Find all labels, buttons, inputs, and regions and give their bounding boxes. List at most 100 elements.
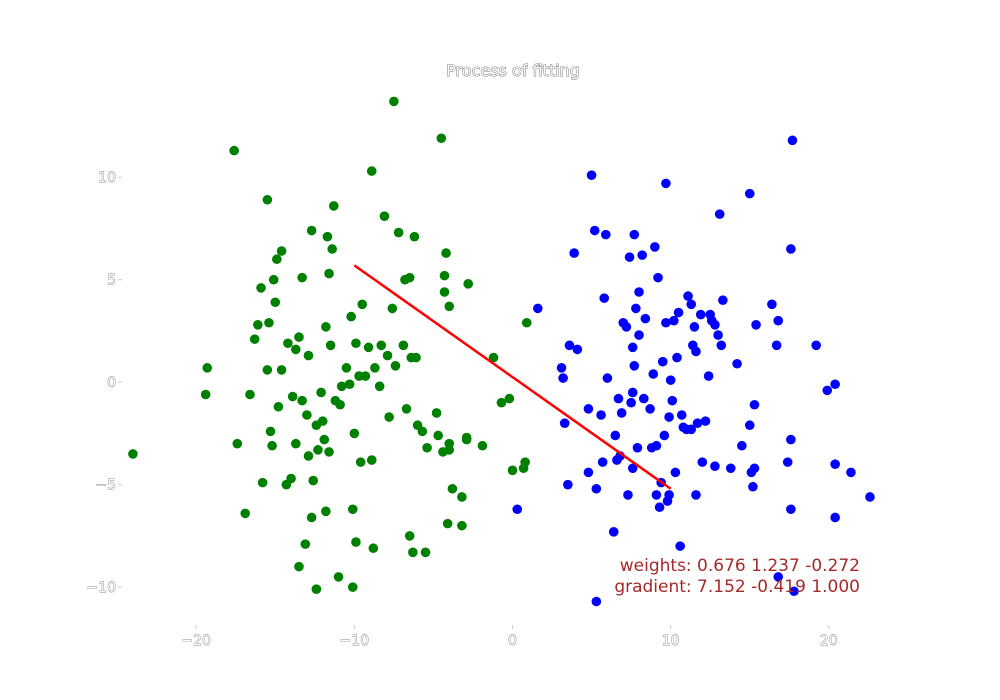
data-point <box>420 547 431 558</box>
data-point <box>368 543 379 554</box>
data-point <box>363 342 374 353</box>
data-point <box>411 352 421 363</box>
data-point <box>657 356 668 367</box>
data-point <box>507 465 518 476</box>
data-point <box>398 340 409 351</box>
data-point <box>351 338 361 349</box>
data-point <box>401 404 412 414</box>
data-point <box>272 254 282 265</box>
data-point <box>786 504 796 515</box>
data-point <box>389 96 399 107</box>
data-point <box>300 539 311 549</box>
data-point <box>457 520 467 531</box>
data-point <box>695 309 706 320</box>
data-point <box>558 373 568 383</box>
data-point <box>267 440 277 451</box>
data-point <box>822 385 833 396</box>
data-point <box>716 340 727 351</box>
x-tick-label: 20 <box>820 633 838 649</box>
data-point <box>376 340 387 351</box>
data-point <box>341 363 352 373</box>
data-point <box>597 457 608 467</box>
data-point <box>521 317 532 328</box>
data-point <box>477 440 488 451</box>
data-point <box>439 287 450 297</box>
data-point <box>664 490 674 500</box>
data-point <box>520 457 530 467</box>
data-point <box>444 445 455 455</box>
data-point <box>294 561 304 572</box>
x-tick-label: 0 <box>508 633 517 649</box>
data-point <box>634 330 644 340</box>
data-point <box>311 584 322 595</box>
data-point <box>257 477 268 488</box>
data-point <box>865 492 875 502</box>
data-point <box>569 248 579 258</box>
data-point <box>273 401 284 412</box>
data-point <box>512 504 523 515</box>
data-point <box>336 381 347 392</box>
x-tick-label: −20 <box>181 633 211 649</box>
data-point <box>648 369 659 379</box>
data-point <box>782 457 793 467</box>
data-point <box>463 279 474 289</box>
data-point <box>710 320 720 330</box>
data-point <box>268 274 279 285</box>
data-point <box>665 375 676 385</box>
data-point <box>673 307 684 318</box>
x-tick-label: 10 <box>662 633 680 649</box>
data-point <box>321 506 331 517</box>
data-point <box>351 537 361 547</box>
data-point <box>366 166 377 176</box>
data-point <box>409 231 420 242</box>
data-point <box>276 246 287 256</box>
data-point <box>294 332 304 342</box>
data-point <box>591 596 602 607</box>
data-point <box>270 297 281 308</box>
data-point <box>384 412 394 422</box>
data-point <box>591 483 602 494</box>
data-point <box>344 379 355 390</box>
data-point <box>297 395 307 406</box>
y-tick-label: −5 <box>95 478 116 494</box>
data-point <box>572 344 583 355</box>
fit-line-group <box>353 264 672 490</box>
data-point <box>283 338 293 349</box>
data-point <box>390 360 401 371</box>
data-point <box>629 229 640 240</box>
data-point <box>496 397 507 408</box>
data-point <box>645 404 655 414</box>
data-point <box>621 322 632 332</box>
data-point <box>229 145 239 156</box>
data-point <box>596 410 606 420</box>
data-point <box>128 449 138 459</box>
data-point <box>408 547 418 558</box>
data-point <box>439 270 450 281</box>
data-point <box>749 463 760 474</box>
data-point <box>379 211 390 221</box>
data-point <box>737 440 747 451</box>
data-point <box>599 293 610 303</box>
data-point <box>556 363 567 373</box>
data-point <box>431 408 442 418</box>
data-point <box>559 418 570 428</box>
data-point <box>830 459 840 469</box>
data-point <box>651 440 662 451</box>
data-point <box>563 479 573 490</box>
data-point <box>327 244 337 254</box>
data-point <box>659 430 670 441</box>
data-point <box>374 381 385 392</box>
data-point <box>444 301 455 312</box>
data-point <box>306 225 317 236</box>
data-point <box>683 291 693 301</box>
data-point <box>634 287 644 297</box>
data-point <box>710 461 720 472</box>
data-point <box>713 330 723 340</box>
data-point <box>488 352 499 363</box>
data-point <box>686 299 697 310</box>
data-point <box>422 442 432 453</box>
data-point <box>333 572 344 582</box>
data-point <box>325 340 336 351</box>
data-point <box>744 188 755 199</box>
gradient-annotation: gradient: 7.152 -0.419 1.000 <box>614 577 860 597</box>
